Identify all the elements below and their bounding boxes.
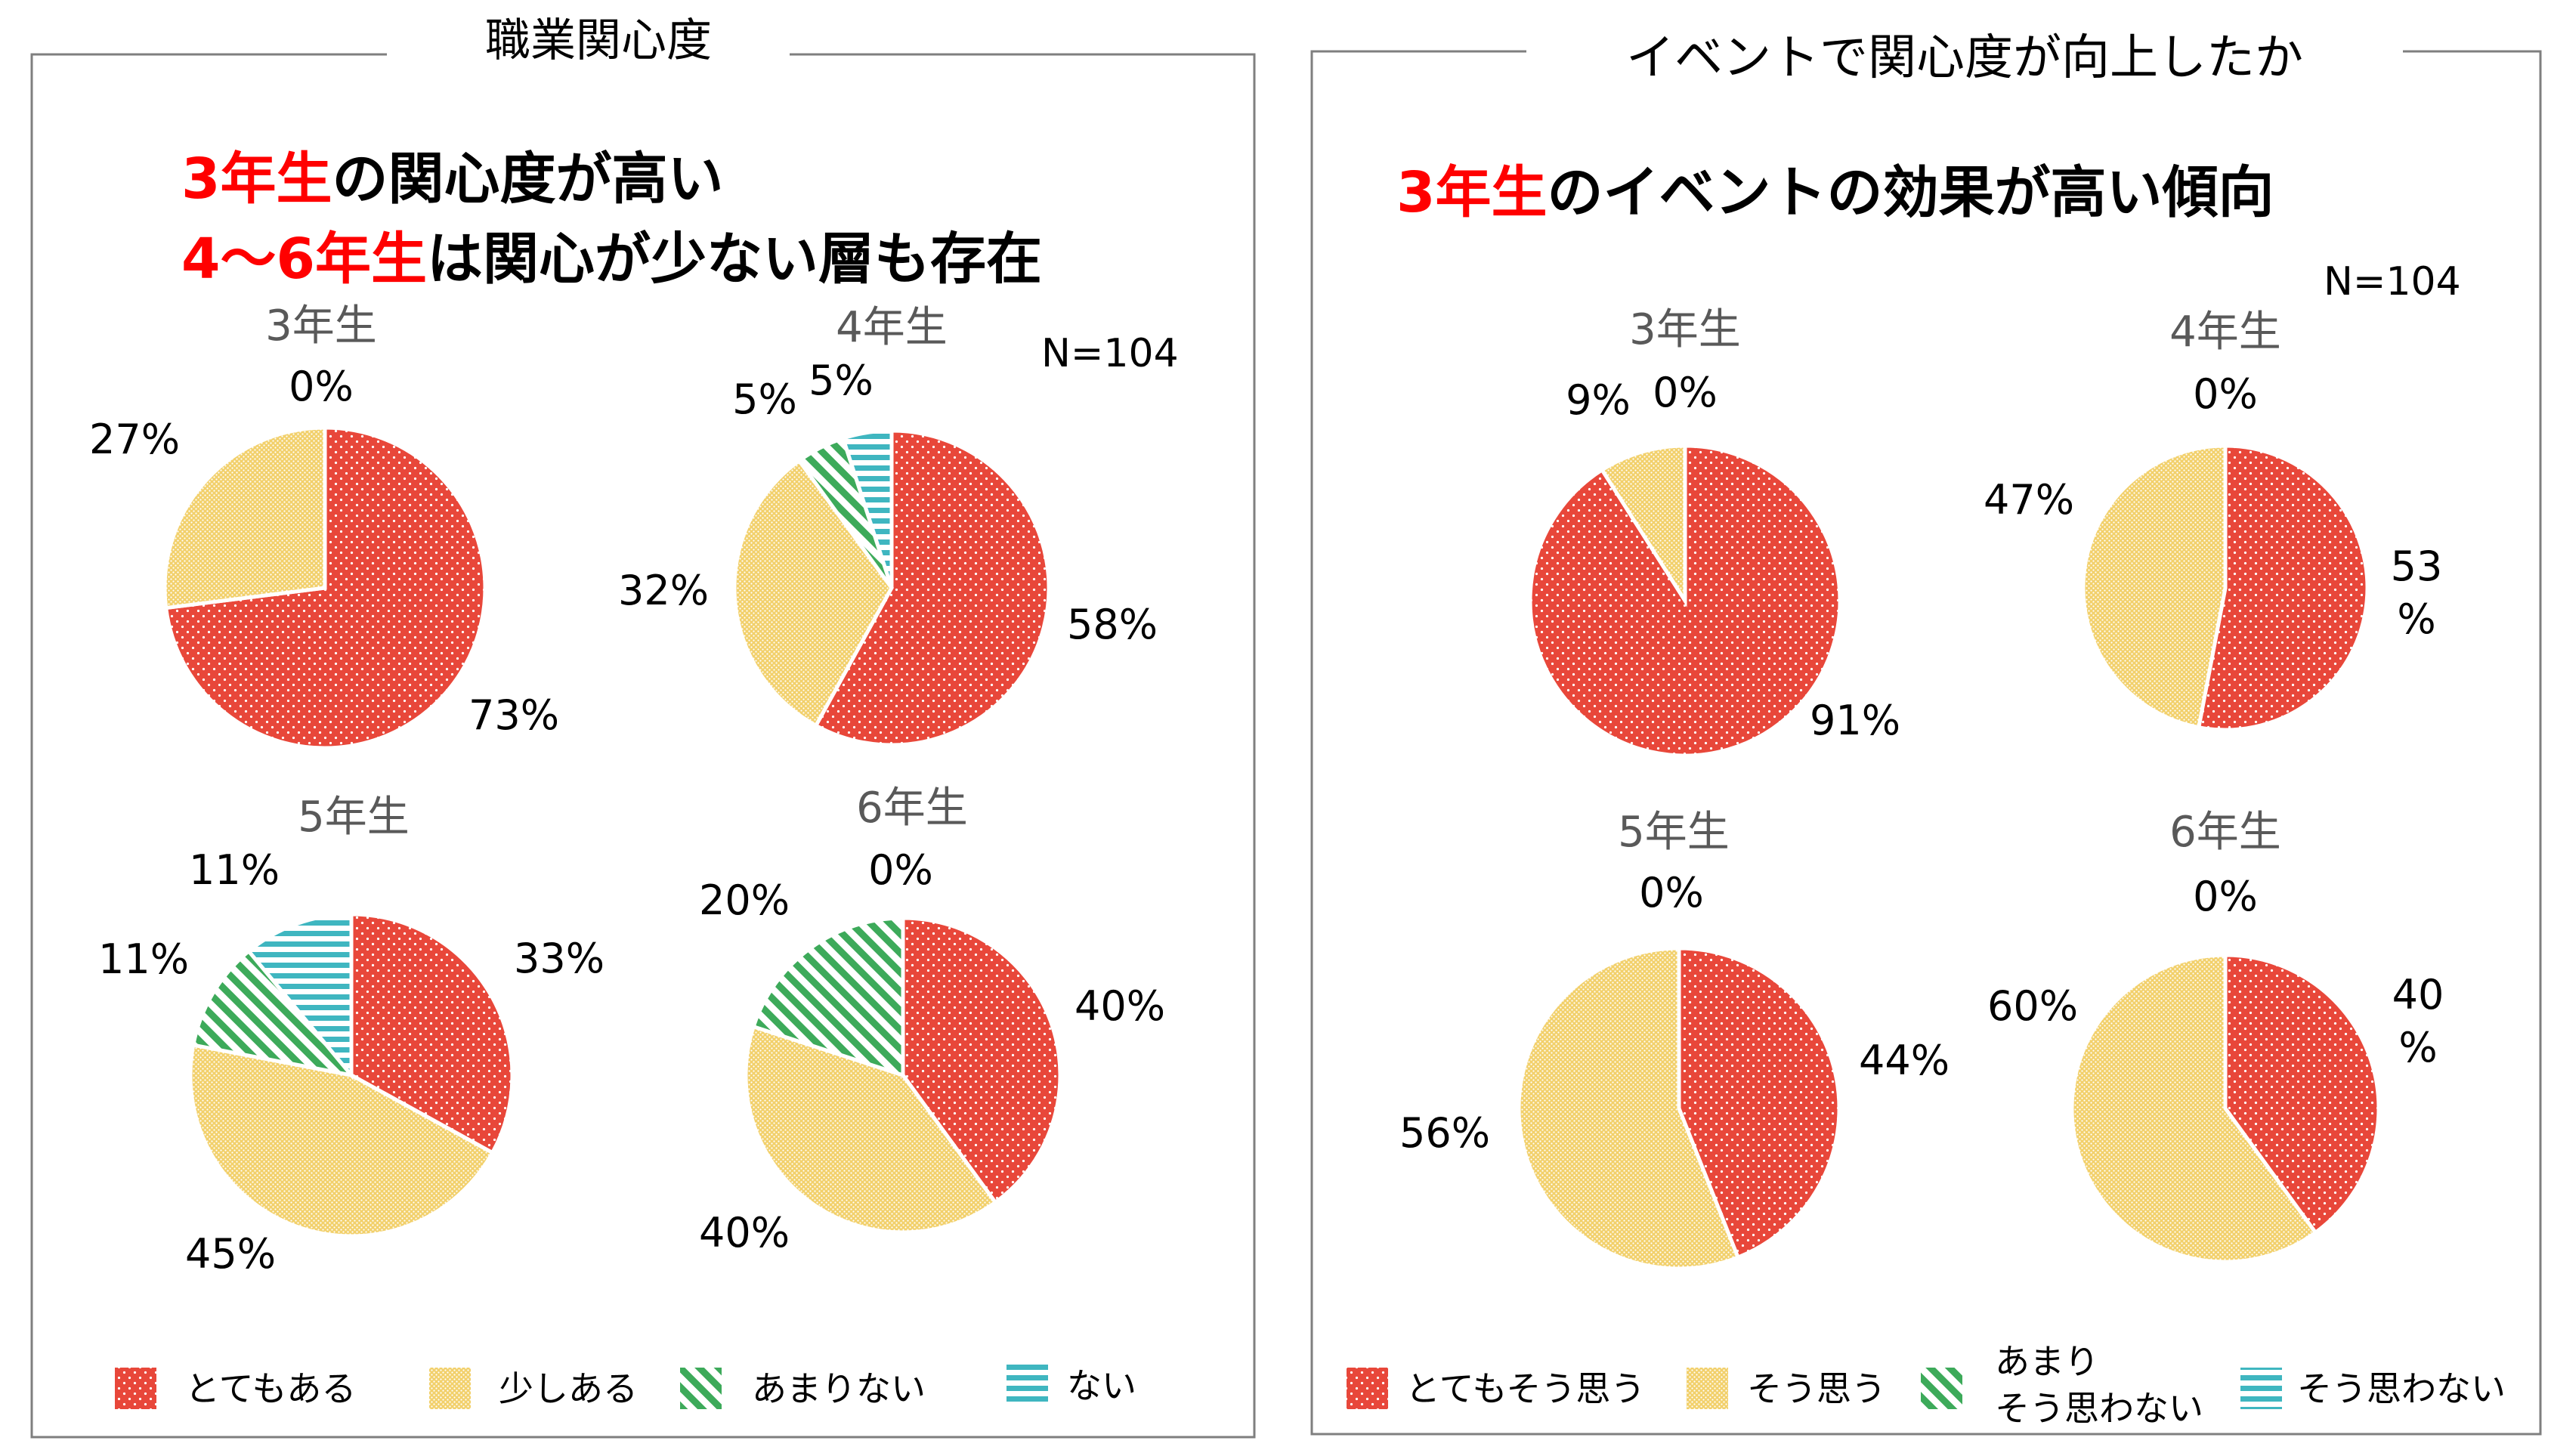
pie-data-label: 0% <box>868 846 933 894</box>
pie-data-label: 27% <box>89 416 180 463</box>
right-headline-highlight: 3年生 <box>1396 160 1548 225</box>
pie-data-label: 5% <box>809 357 874 404</box>
legends: とてもある 少しある あまりない ない とてもそう思う そう思う あまりそう思わない そう思わ… <box>115 1341 2506 1429</box>
pie-data-label: 11% <box>189 846 280 894</box>
pie-data-label: 73% <box>468 691 559 739</box>
pie-data-label: 9% <box>1566 376 1631 424</box>
left-n-label: N=104 <box>1041 331 1179 376</box>
left-headline-line2: 4～6年生は関心が少ない層も存在 <box>181 227 1042 292</box>
legend-swatch <box>680 1368 722 1409</box>
pie-title: 5年生 <box>1618 808 1730 857</box>
pie-slice-1 <box>901 916 1062 1205</box>
pie-data-label: 11% <box>98 935 189 983</box>
pie-chart-7: 5年生 44% 56% 0% <box>1399 808 1950 1271</box>
right-legend: とてもそう思う そう思う あまりそう思わない そう思わない <box>1347 1341 2506 1429</box>
pie-data-label: 5% <box>732 376 797 423</box>
pie-data-label: 91% <box>1810 697 1900 744</box>
left-legend: とてもある 少しある あまりない ない <box>115 1365 1136 1409</box>
legend-label: とてもある <box>185 1368 356 1409</box>
left-headline-line2-rest: は関心が少ない層も存在 <box>427 227 1042 292</box>
pie-chart-3: 5年生 33% 45% 11%11% <box>98 793 605 1278</box>
legend-swatch <box>429 1368 471 1409</box>
pie-chart-4: 6年生 40% 40% 20% 0% <box>699 784 1165 1257</box>
pie-slice-2 <box>744 1024 998 1235</box>
pie-slice-4 <box>246 912 354 1080</box>
pie-slice-2 <box>2081 444 2228 730</box>
pie-data-label: 44% <box>1859 1037 1950 1084</box>
pie-data-label: 0% <box>289 363 354 410</box>
left-headline-line1: 3年生の関心度が高い <box>181 147 724 212</box>
pie-data-label: 0% <box>2193 873 2258 920</box>
pie-chart-5: 3年生 91% 9% 0% <box>1528 305 1900 758</box>
pie-data-label: 40% <box>1075 982 1165 1030</box>
legend-swatch <box>1687 1368 1728 1409</box>
left-panel-title: 職業関心度 <box>485 14 712 67</box>
pie-slice-2 <box>1517 946 1741 1271</box>
pie-charts: 3年生 73% 27% 0% 4年生 58% 32% 5% 5% 5年生 33% 45% 11%11% 6… <box>89 301 2444 1278</box>
pie-slice-2 <box>2070 953 2318 1264</box>
legend-label: とてもそう思う <box>1405 1368 1645 1409</box>
pie-data-label: 40% <box>2392 971 2444 1071</box>
left-panel-frame <box>30 53 1256 1439</box>
pie-slice-1 <box>2223 953 2381 1235</box>
pie-slice-4 <box>840 428 894 589</box>
legend-label: あまりそう思わない <box>1995 1341 2203 1429</box>
pie-slice-3 <box>190 948 357 1078</box>
pie-data-label: 53% <box>2391 543 2443 643</box>
pie-data-label: 0% <box>2193 370 2258 418</box>
pie-data-label: 0% <box>1639 869 1704 917</box>
right-headline: 3年生のイベントの効果が高い傾向 <box>1396 160 2274 225</box>
pie-chart-2: 4年生 58% 32% 5% 5% <box>618 303 1158 747</box>
right-n-label: N=104 <box>2324 259 2461 304</box>
pie-data-label: 45% <box>185 1230 276 1278</box>
pie-slice-3 <box>751 916 905 1078</box>
legend-label: そう思わない <box>2297 1368 2506 1409</box>
pie-chart-6: 4年生 53 % 47% 0% <box>1984 308 2443 732</box>
legend-swatch <box>1347 1368 1388 1409</box>
right-headline-rest: のイベントの効果が高い傾向 <box>1548 160 2274 225</box>
pie-slice-2 <box>188 1043 496 1238</box>
legend-swatch <box>1921 1368 1962 1409</box>
pie-slice-2 <box>732 458 894 728</box>
pie-title: 4年生 <box>836 303 948 352</box>
pie-slice-1 <box>2196 444 2370 732</box>
pie-chart-8: 6年生 40 % 60% 0% <box>1987 808 2444 1264</box>
pie-data-label: 20% <box>699 876 790 924</box>
legend-label: 少しある <box>499 1368 638 1409</box>
pie-chart-1: 3年生 73% 27% 0% <box>89 301 559 750</box>
pie-title: 5年生 <box>298 793 410 842</box>
left-headline-line2-highlight: 4～6年生 <box>181 227 427 292</box>
pie-data-label: 40% <box>699 1209 790 1257</box>
legend-label: そう思う <box>1747 1368 1886 1409</box>
right-panel-title: イベントで関心度が向上したか <box>1626 30 2303 86</box>
pie-title: 6年生 <box>856 784 968 833</box>
pie-data-label: 60% <box>1987 982 2078 1030</box>
pie-title: 3年生 <box>265 301 377 351</box>
pie-data-label: 58% <box>1067 601 1158 648</box>
pie-slice-2 <box>1599 444 1687 607</box>
pie-data-label: 56% <box>1399 1109 1490 1157</box>
pie-data-label: 47% <box>1984 476 2074 524</box>
pie-slice-1 <box>349 912 515 1156</box>
right-panel-frame <box>1310 50 2542 1436</box>
pie-data-label: 0% <box>1653 369 1718 416</box>
left-headline-line1-rest: の関心度が高い <box>332 147 724 212</box>
pie-data-label: 32% <box>618 567 709 614</box>
pie-data-label: 33% <box>514 935 605 982</box>
legend-swatch <box>2240 1368 2282 1409</box>
pie-slice-2 <box>162 425 327 611</box>
legend-swatch <box>1006 1365 1048 1406</box>
pie-title: 3年生 <box>1629 305 1741 354</box>
pie-slice-1 <box>1677 946 1841 1260</box>
legend-label: あまりない <box>752 1368 926 1409</box>
legend-swatch <box>115 1368 156 1409</box>
pie-slice-1 <box>813 428 1051 747</box>
pie-title: 6年生 <box>2169 808 2281 857</box>
left-headline-line1-highlight: 3年生 <box>181 147 332 212</box>
pie-title: 4年生 <box>2169 308 2281 357</box>
legend-label: ない <box>1067 1365 1136 1406</box>
